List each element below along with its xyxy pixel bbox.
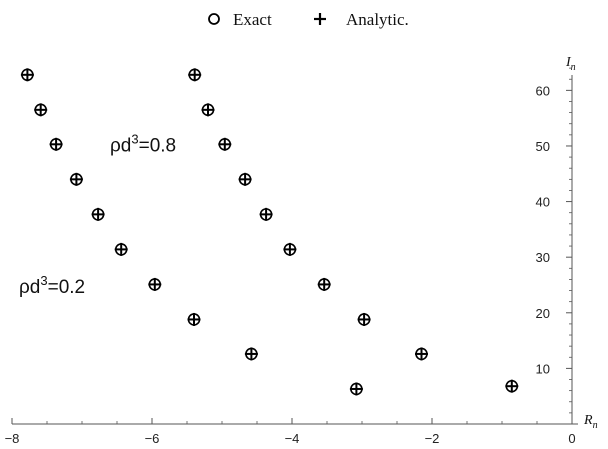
- y-tick-label: 60: [536, 83, 550, 98]
- analytic-point: [69, 172, 83, 186]
- ticks: −8 −6 −4 −2 0 10 20 30 40 50 60: [5, 67, 576, 446]
- y-tick-label: 10: [536, 361, 550, 376]
- x-axis-label: Rn: [583, 413, 598, 431]
- analytic-point: [317, 277, 331, 291]
- analytic-point: [415, 347, 428, 361]
- analytic-point: [283, 242, 297, 256]
- legend-analytic-label: Analytic.: [346, 10, 409, 29]
- x-tick-label: 0: [568, 431, 575, 446]
- y-tick-label: 20: [536, 306, 550, 321]
- y-tick-label: 40: [536, 195, 550, 210]
- x-tick-label: −4: [285, 431, 300, 446]
- analytic-point: [201, 103, 215, 117]
- legend: Exact Analytic.: [208, 10, 409, 29]
- analytic-point: [91, 207, 105, 221]
- analytic-point: [187, 312, 201, 326]
- y-axis-label: In: [565, 55, 576, 73]
- analytic-point: [349, 382, 363, 396]
- y-tick-label: 30: [536, 250, 550, 265]
- x-tick-label: −8: [5, 431, 20, 446]
- analytic-point: [259, 207, 273, 221]
- annotations: ρd3=0.8 ρd3=0.2: [19, 131, 176, 298]
- data-marks: [20, 68, 519, 396]
- y-tick-label: 50: [536, 139, 550, 154]
- legend-exact-marker: [208, 13, 220, 25]
- analytic-point: [244, 347, 258, 361]
- analytic-point: [20, 68, 34, 82]
- density-annotation: ρd3=0.2: [19, 273, 85, 298]
- analytic-point: [188, 68, 202, 82]
- analytic-point: [34, 103, 48, 117]
- axes: Rn In: [12, 55, 598, 431]
- analytic-point: [148, 277, 162, 291]
- legend-exact-label: Exact: [233, 10, 272, 29]
- legend-analytic-marker: [314, 13, 326, 25]
- x-tick-label: −6: [145, 431, 160, 446]
- analytic-point: [218, 137, 232, 151]
- analytic-point: [357, 312, 371, 326]
- analytic-point: [114, 242, 128, 256]
- analytic-point: [49, 137, 63, 151]
- analytic-point: [238, 172, 252, 186]
- density-annotation: ρd3=0.8: [110, 131, 176, 156]
- x-tick-label: −2: [425, 431, 440, 446]
- analytic-point: [505, 379, 519, 393]
